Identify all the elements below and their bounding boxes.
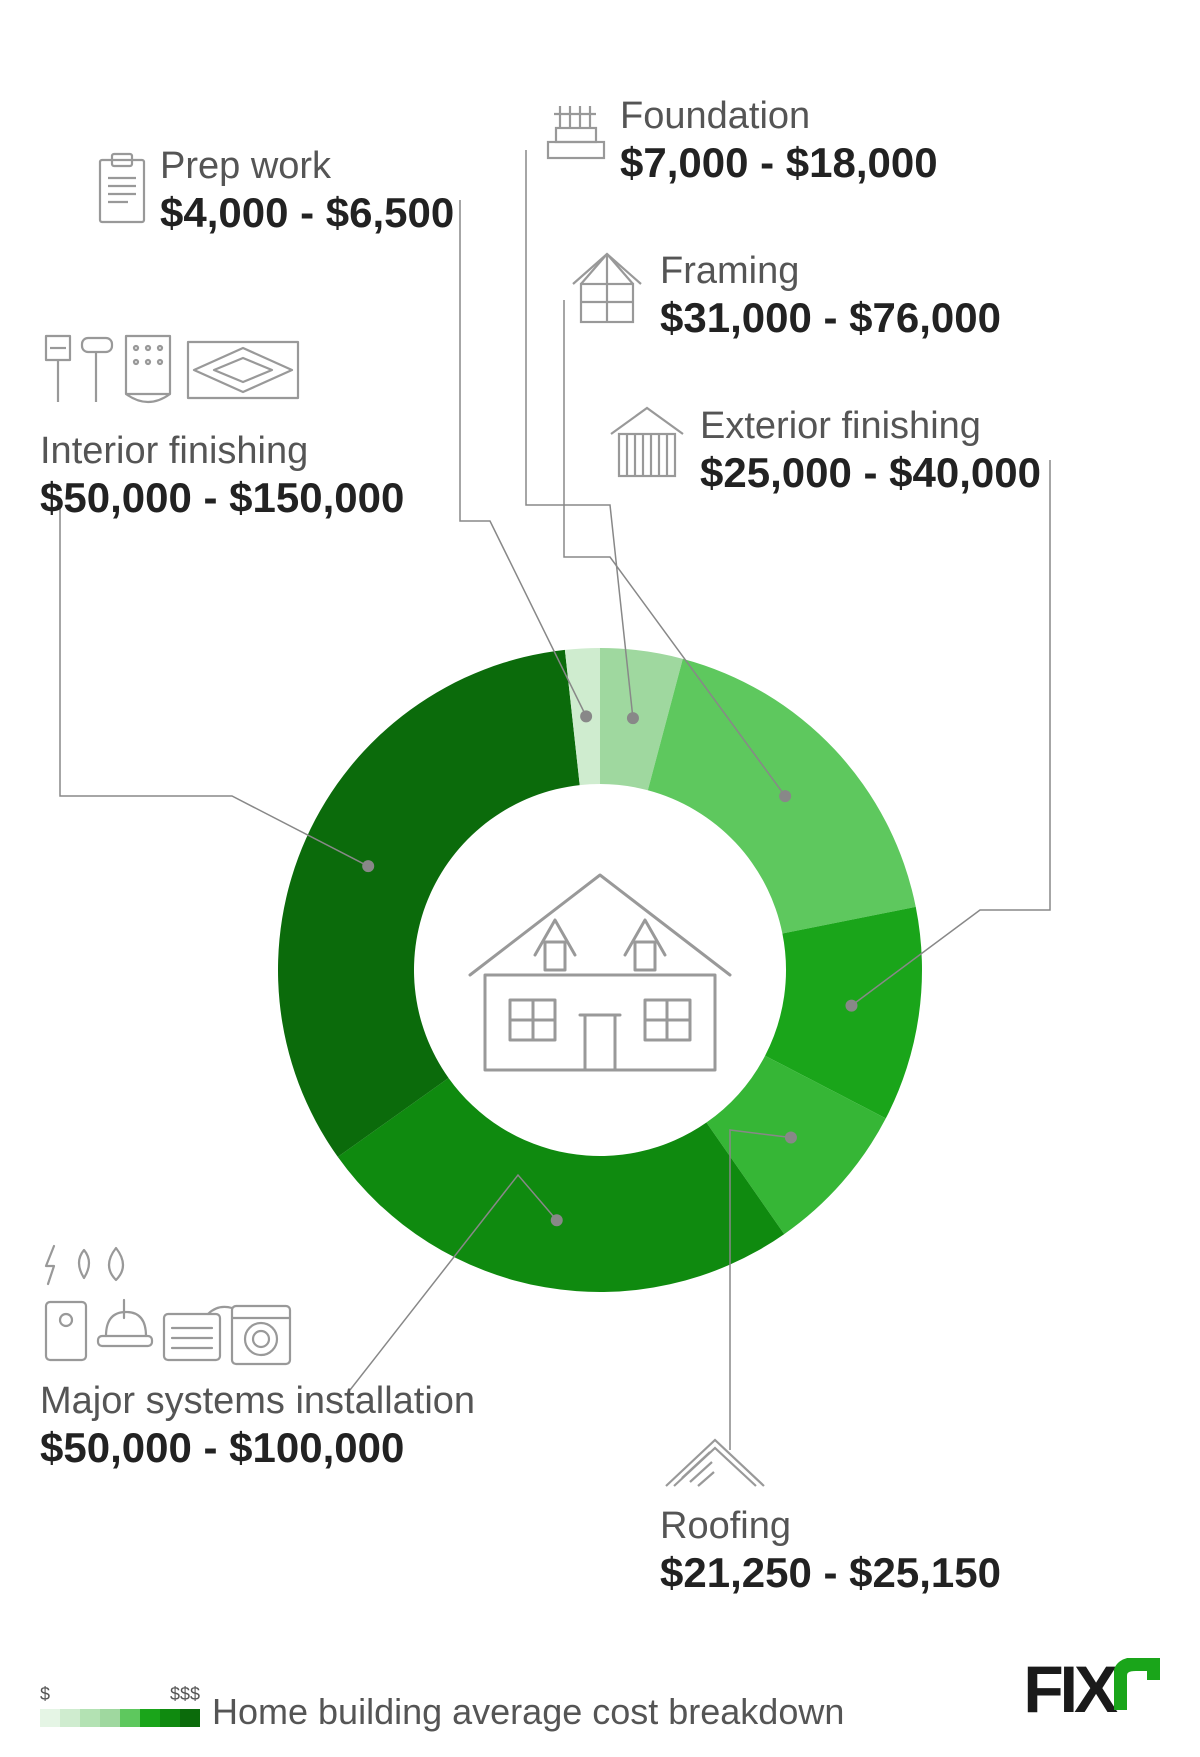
slice-major_systems bbox=[338, 1078, 784, 1292]
clipboard-icon bbox=[92, 150, 152, 230]
fixr-logo: FIX bbox=[1023, 1651, 1160, 1727]
framing-icon bbox=[565, 246, 649, 330]
interior-title: Interior finishing bbox=[40, 430, 404, 474]
footer: $ $$$ Home building average cost breakdo… bbox=[40, 1651, 1160, 1727]
label-exterior: Exterior finishing $25,000 - $40,000 bbox=[700, 405, 1041, 497]
label-prep: Prep work $4,000 - $6,500 bbox=[160, 145, 454, 237]
framing-value: $31,000 - $76,000 bbox=[660, 294, 1001, 342]
roofing-title: Roofing bbox=[660, 1505, 1001, 1549]
logo-text: FIX bbox=[1023, 1651, 1114, 1727]
label-foundation: Foundation $7,000 - $18,000 bbox=[620, 95, 938, 187]
house-icon bbox=[470, 875, 730, 1070]
logo-r-icon bbox=[1114, 1658, 1160, 1716]
foundation-value: $7,000 - $18,000 bbox=[620, 139, 938, 187]
major-systems-value: $50,000 - $100,000 bbox=[40, 1424, 475, 1472]
cost-legend: $ $$$ bbox=[40, 1684, 200, 1727]
major-systems-icon bbox=[40, 1240, 300, 1370]
footer-title: Home building average cost breakdown bbox=[212, 1691, 1011, 1733]
legend-low: $ bbox=[40, 1684, 50, 1705]
foundation-icon bbox=[540, 96, 612, 168]
prep-title: Prep work bbox=[160, 145, 454, 189]
exterior-icon bbox=[605, 400, 689, 484]
label-interior: Interior finishing $50,000 - $150,000 bbox=[40, 430, 404, 522]
framing-title: Framing bbox=[660, 250, 1001, 294]
prep-value: $4,000 - $6,500 bbox=[160, 189, 454, 237]
slice-interior bbox=[278, 650, 580, 1157]
major-systems-title: Major systems installation bbox=[40, 1380, 475, 1424]
roofing-value: $21,250 - $25,150 bbox=[660, 1549, 1001, 1597]
foundation-title: Foundation bbox=[620, 95, 938, 139]
label-roofing: Roofing $21,250 - $25,150 bbox=[660, 1505, 1001, 1597]
legend-high: $$$ bbox=[170, 1684, 200, 1705]
interior-icon bbox=[40, 330, 320, 420]
roofing-icon bbox=[660, 1430, 770, 1500]
interior-value: $50,000 - $150,000 bbox=[40, 474, 404, 522]
exterior-value: $25,000 - $40,000 bbox=[700, 449, 1041, 497]
exterior-title: Exterior finishing bbox=[700, 405, 1041, 449]
label-major-systems: Major systems installation $50,000 - $10… bbox=[40, 1380, 475, 1472]
label-framing: Framing $31,000 - $76,000 bbox=[660, 250, 1001, 342]
